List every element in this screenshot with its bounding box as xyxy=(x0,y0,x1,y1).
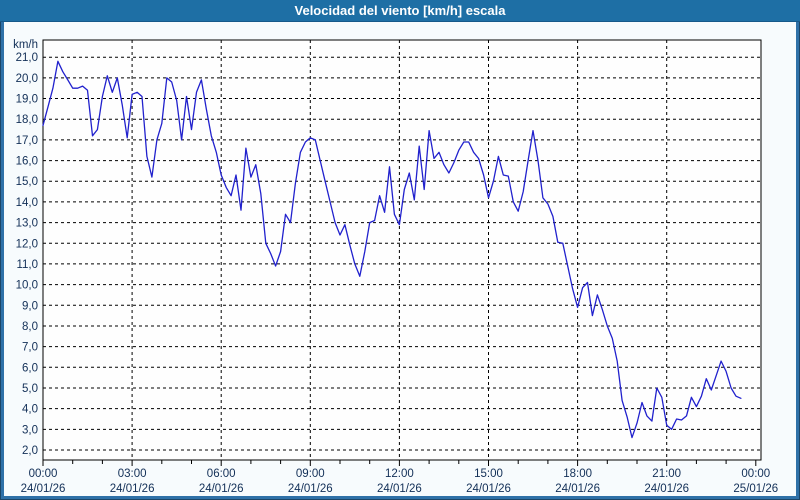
y-tick-label: 5,0 xyxy=(22,383,38,395)
x-tick-time-label: 18:00 xyxy=(563,468,592,480)
chart-area: 21,0 20,0 19,0 18,0 17,0 16,0 15,0 14,0 13,0 12,0… xyxy=(0,22,800,500)
window-title: Velocidad del viento [km/h] escala xyxy=(294,2,506,18)
y-tick-label: 19,0 xyxy=(16,94,38,106)
x-tick-time-label: 06:00 xyxy=(207,468,236,480)
y-tick-label: 9,0 xyxy=(22,300,38,312)
x-tick-time-label: 00:00 xyxy=(29,468,58,480)
x-tick-date-label: 24/01/26 xyxy=(21,483,66,495)
x-tick-time-label: 00:00 xyxy=(741,468,770,480)
y-tick-label: 15,0 xyxy=(16,176,38,188)
wind-speed-line xyxy=(42,60,742,439)
y-tick-label: 14,0 xyxy=(16,197,38,209)
y-tick-label: 12,0 xyxy=(16,238,38,250)
x-tick-time-label: 03:00 xyxy=(118,468,147,480)
y-tick-label: 4,0 xyxy=(22,404,38,416)
y-tick-label: 2,0 xyxy=(22,445,38,457)
x-tick-time-label: 09:00 xyxy=(296,468,325,480)
y-tick-label: 17,0 xyxy=(16,135,38,147)
y-tick-label: 10,0 xyxy=(16,280,38,292)
x-tick-time-label: 12:00 xyxy=(385,468,414,480)
y-tick-label: 20,0 xyxy=(16,73,38,85)
x-tick-date-label: 25/01/26 xyxy=(733,483,778,495)
plot-border xyxy=(42,39,762,461)
y-tick-label: 6,0 xyxy=(22,362,38,374)
y-tick-label: 3,0 xyxy=(22,424,38,436)
x-tick-date-label: 24/01/26 xyxy=(199,483,244,495)
y-tick-label: 7,0 xyxy=(22,342,38,354)
y-tick-label: 21,0 xyxy=(16,52,38,64)
y-tick-label: 16,0 xyxy=(16,156,38,168)
x-tick-date-label: 24/01/26 xyxy=(644,483,689,495)
x-tick-date-label: 24/01/26 xyxy=(466,483,511,495)
x-tick-time-label: 21:00 xyxy=(652,468,681,480)
plot-background xyxy=(43,40,761,460)
y-tick-label: 8,0 xyxy=(22,321,38,333)
x-tick-date-label: 24/01/26 xyxy=(288,483,333,495)
y-axis-unit-label: km/h xyxy=(13,39,38,51)
title-bar: Velocidad del viento [km/h] escala xyxy=(0,0,800,22)
x-tick-date-label: 24/01/26 xyxy=(555,483,600,495)
x-tick-date-label: 24/01/26 xyxy=(110,483,155,495)
y-tick-label: 18,0 xyxy=(16,114,38,126)
y-tick-label: 11,0 xyxy=(16,259,38,271)
x-tick-time-label: 15:00 xyxy=(474,468,503,480)
y-tick-label: 13,0 xyxy=(16,218,38,230)
wind-speed-chart: 21,0 20,0 19,0 18,0 17,0 16,0 15,0 14,0 13,0 12,0… xyxy=(13,39,778,495)
x-tick-date-label: 24/01/26 xyxy=(377,483,422,495)
